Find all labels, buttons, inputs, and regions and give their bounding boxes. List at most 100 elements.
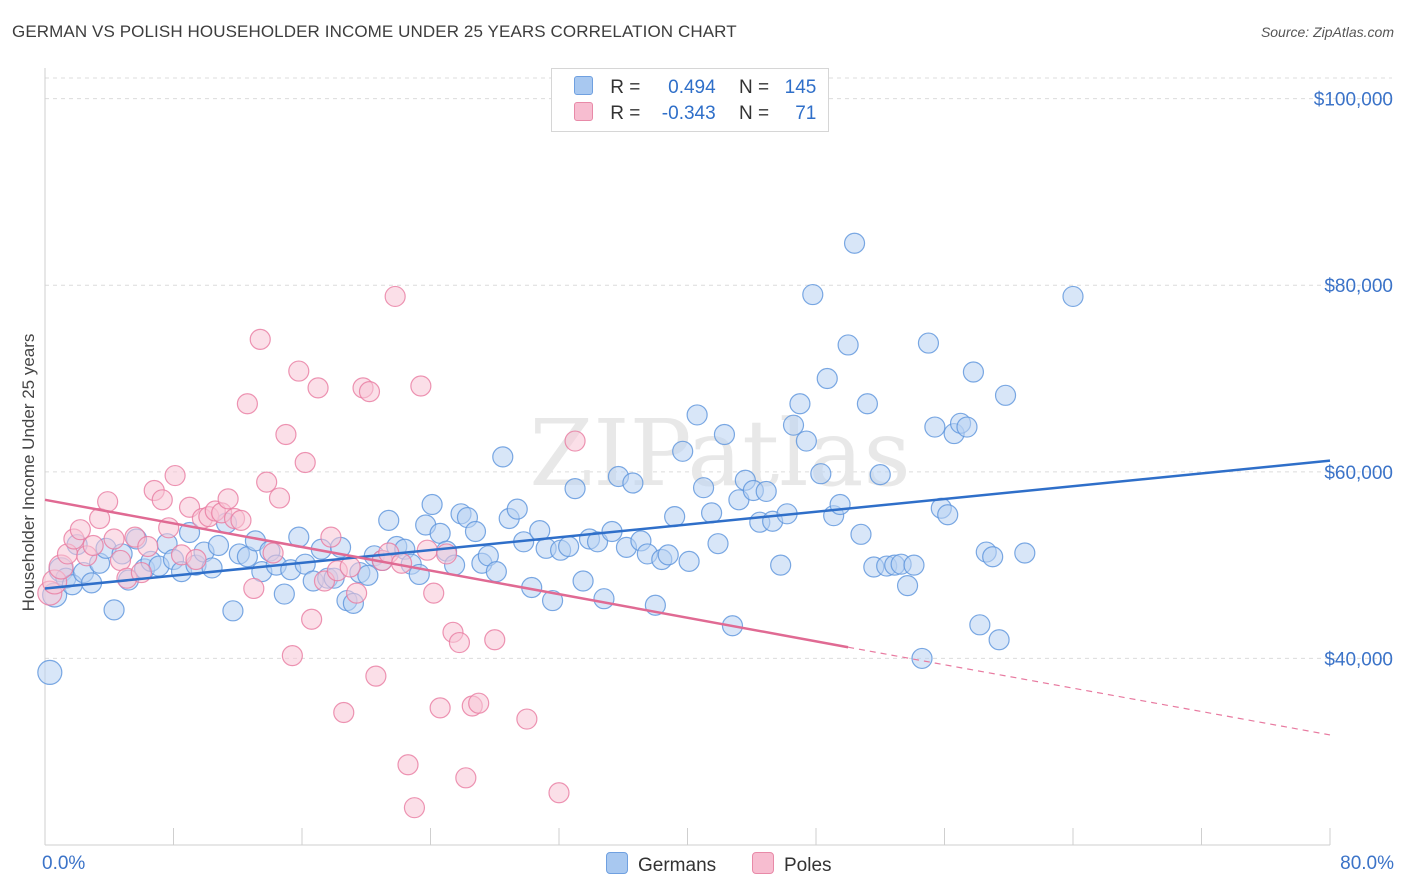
germans-point <box>843 232 866 254</box>
poles-point <box>243 577 265 600</box>
poles-point <box>346 582 368 604</box>
poles-point <box>564 430 586 452</box>
germans-point <box>1014 542 1036 564</box>
poles-point <box>236 393 258 415</box>
source-label: Source: ZipAtlas.com <box>1260 24 1394 40</box>
poles-point <box>301 608 323 630</box>
germans-point <box>672 440 694 462</box>
poles-point <box>294 451 316 474</box>
germans-point <box>541 589 564 612</box>
germans-swatch <box>574 76 593 95</box>
poles-point <box>256 471 278 493</box>
germans-point <box>1062 285 1084 308</box>
poles-point <box>262 542 284 564</box>
germans-point <box>810 463 832 485</box>
poles-point <box>516 708 538 730</box>
germans-point <box>770 554 792 576</box>
poles-point <box>97 491 119 513</box>
germans-point <box>896 575 919 597</box>
poles-point <box>403 797 426 819</box>
germans-point <box>485 561 507 583</box>
poles-point <box>230 509 252 531</box>
germans-point <box>903 554 925 576</box>
x-tick-label-min: 0.0% <box>42 853 85 874</box>
germans-point <box>755 480 777 503</box>
poles-point <box>423 582 445 604</box>
germans-point <box>700 502 723 524</box>
germans-point <box>103 599 125 621</box>
germans-point <box>937 504 959 526</box>
germans-point <box>782 414 805 436</box>
germans-trend-line <box>44 459 1331 590</box>
bottom-legend-poles: Poles <box>752 852 832 877</box>
poles-point <box>333 701 355 724</box>
germans-point <box>622 472 644 494</box>
germans-point <box>795 430 817 452</box>
germans-legend-swatch <box>606 852 628 874</box>
trend-layer <box>44 459 1331 736</box>
poles-point <box>268 487 291 509</box>
germans-point <box>850 523 872 545</box>
germans-point <box>421 493 443 516</box>
y-tick-label: $40,000 <box>1324 649 1393 670</box>
poles-point <box>548 782 570 804</box>
n-value: 145 <box>784 77 817 98</box>
germans-point <box>464 520 487 543</box>
germans-point <box>37 659 63 686</box>
poles-point <box>217 488 239 510</box>
poles-point <box>365 665 387 687</box>
chart-title: GERMAN VS POLISH HOUSEHOLDER INCOME UNDE… <box>12 22 737 41</box>
poles-point <box>468 692 490 714</box>
n-label: N = <box>738 77 770 98</box>
germans-point <box>994 384 1017 406</box>
poles-point <box>429 697 451 719</box>
germans-point <box>686 404 708 426</box>
n-value: 71 <box>795 103 817 124</box>
germans-point <box>956 416 978 438</box>
axis-layer <box>44 68 1331 846</box>
germans-point <box>962 361 985 383</box>
germans-point <box>837 334 859 356</box>
poles-point <box>448 631 471 654</box>
germans-point <box>816 367 838 390</box>
r-label: R = <box>610 103 641 124</box>
grid-layer <box>45 77 1392 659</box>
germans-point <box>869 464 891 486</box>
germans-point <box>678 550 700 572</box>
n-label: N = <box>738 103 770 124</box>
r-value: -0.343 <box>661 103 716 124</box>
correlation-legend: R = 0.494 N = 145 R = -0.343 N = 71 <box>551 68 829 132</box>
germans-point <box>572 570 594 592</box>
poles-point <box>151 489 173 511</box>
poles-point <box>249 328 271 350</box>
germans-point <box>222 600 244 622</box>
poles-point <box>82 534 104 557</box>
x-tick-label-max: 80.0% <box>1340 853 1394 874</box>
germans-point <box>802 283 824 306</box>
poles-point <box>69 519 91 541</box>
poles-legend-label: Poles <box>784 855 832 876</box>
watermark: ZIPatlas <box>529 400 910 507</box>
poles-point <box>410 375 432 397</box>
poles-point <box>185 548 207 571</box>
poles-point <box>281 645 303 667</box>
points-layer <box>37 232 1084 819</box>
germans-point <box>924 416 946 438</box>
poles-trend-extension <box>848 646 1331 736</box>
poles-point <box>484 629 506 651</box>
poles-swatch <box>574 102 593 121</box>
poles-point <box>358 380 381 403</box>
germans-point <box>664 506 686 528</box>
y-tick-label: $100,000 <box>1314 90 1393 111</box>
poles-point <box>455 767 477 789</box>
germans-point <box>707 533 729 555</box>
germans-point <box>657 544 679 566</box>
germans-point <box>988 629 1010 651</box>
bottom-legend-germans: Germans <box>606 852 716 877</box>
germans-point <box>917 332 940 354</box>
r-label: R = <box>610 77 641 98</box>
poles-trend-line <box>44 498 849 649</box>
poles-point <box>320 526 342 548</box>
germans-point <box>969 614 991 636</box>
